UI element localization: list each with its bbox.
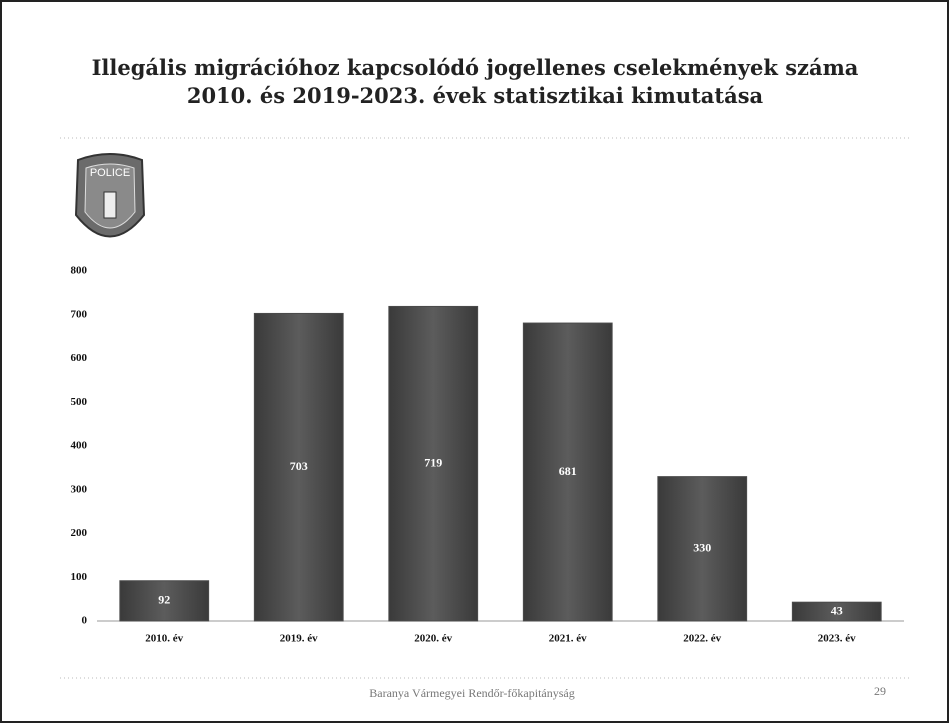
x-tick-label: 2022. év bbox=[683, 633, 721, 645]
y-tick-label: 200 bbox=[71, 527, 88, 539]
value-label: 703 bbox=[290, 459, 308, 473]
value-label: 330 bbox=[693, 541, 711, 555]
value-label: 719 bbox=[424, 455, 442, 469]
plot-area: 0 100 200 300 400 500 600 700 800 2010. év 92 2019.… bbox=[71, 265, 904, 645]
badge-text: POLICE bbox=[90, 167, 130, 179]
bar bbox=[253, 312, 344, 622]
footer-text: Baranya Vármegyei Rendőr-főkapitányság bbox=[369, 686, 574, 700]
x-tick-label: 2019. év bbox=[280, 633, 318, 645]
value-label: 43 bbox=[831, 603, 843, 617]
x-tick-label: 2020. év bbox=[414, 633, 452, 645]
bar bbox=[119, 580, 210, 622]
value-label: 681 bbox=[559, 464, 577, 478]
x-tick-label: 2021. év bbox=[549, 633, 587, 645]
bar bbox=[791, 601, 882, 622]
y-tick-label: 0 bbox=[82, 615, 88, 627]
bar bbox=[522, 322, 613, 622]
page-number: 29 bbox=[874, 684, 886, 698]
y-tick-label: 300 bbox=[71, 483, 88, 495]
y-tick-label: 800 bbox=[71, 265, 88, 277]
y-tick-label: 700 bbox=[71, 308, 88, 320]
value-label: 92 bbox=[158, 593, 170, 607]
x-tick-label: 2010. év bbox=[145, 633, 183, 645]
y-tick-label: 100 bbox=[71, 571, 88, 583]
y-tick-label: 400 bbox=[71, 440, 88, 452]
bar bbox=[388, 305, 479, 622]
x-tick-label: 2023. év bbox=[818, 633, 856, 645]
y-tick-label: 600 bbox=[71, 352, 88, 364]
chart-title: Illegális migrációhoz kapcsolódó jogelle… bbox=[92, 55, 859, 80]
bar bbox=[657, 476, 748, 622]
y-tick-label: 500 bbox=[71, 396, 88, 408]
chart-subtitle: 2010. és 2019-2023. évek statisztikai ki… bbox=[187, 83, 764, 108]
police-badge: POLICE bbox=[74, 153, 146, 238]
